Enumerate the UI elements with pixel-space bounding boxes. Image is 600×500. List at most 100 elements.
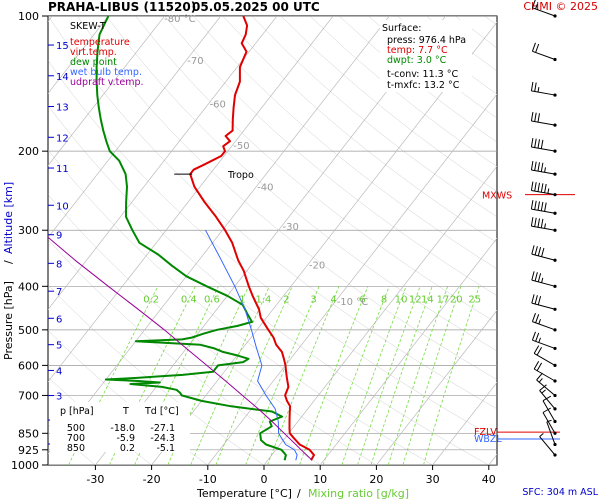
wind-barb-staff	[532, 339, 556, 349]
isotherm-label: -20	[309, 261, 325, 272]
wind-barb-feather	[534, 182, 537, 192]
altitude-tick-label: 4	[56, 366, 62, 377]
wind-barb-dot	[553, 307, 557, 311]
wind-barb-feather	[544, 202, 547, 212]
mixing-ratio-label: 0.2	[143, 295, 159, 306]
wind-barb-feather	[534, 138, 537, 148]
wind-barb-feather	[540, 183, 544, 193]
mixing-ratio-label: 14	[421, 295, 434, 306]
dry-adiabat-line	[222, 16, 497, 243]
wind-barb-feather	[530, 138, 534, 148]
dry-adiabat-line	[77, 16, 497, 380]
dry-adiabat-line	[193, 16, 497, 270]
dry-adiabat-line	[572, 16, 600, 465]
table-cell: 850	[67, 443, 85, 454]
wind-barb-feather	[537, 201, 540, 211]
pressure-tick-label: 100	[18, 10, 39, 23]
dry-adiabat-line	[164, 16, 497, 296]
dry-adiabat-line	[514, 16, 600, 465]
mixing-ratio-label: 4	[330, 295, 336, 306]
isotherm-line	[48, 16, 109, 95]
max-wind-label: MXWS	[482, 191, 512, 202]
wind-barb-feather	[539, 433, 544, 437]
isotherm-label: -10 °C	[337, 297, 369, 308]
dry-adiabat-line	[48, 105, 489, 465]
mixing-ratio-line	[190, 286, 270, 465]
isotherm-label: -40	[257, 183, 273, 194]
wind-barb-feather	[547, 188, 550, 194]
wind-barb	[536, 372, 557, 398]
table-cell: 0.2	[120, 443, 135, 454]
legend-item-dew-point: dew point	[70, 57, 117, 68]
legend-item-virt-temp: virt.temp.	[70, 47, 117, 58]
wind-barb	[531, 42, 557, 62]
wind-barb-feather	[538, 337, 541, 343]
altitude-tick-label: 14	[56, 72, 69, 83]
isotherm-line	[432, 381, 497, 465]
wind-barb-dot	[553, 193, 557, 197]
legend-item-wet-bulb: wet bulb temp.	[70, 67, 142, 78]
temperature-tick-label: -20	[143, 473, 161, 486]
wind-barb-feather	[531, 271, 535, 281]
wind-barb-staff	[536, 379, 556, 396]
wind-barb	[531, 0, 557, 18]
wind-barb	[542, 395, 557, 424]
wind-barb-feather	[535, 332, 540, 342]
wind-barb-staff	[539, 390, 556, 410]
wind-barb	[542, 407, 557, 435]
wind-barb	[531, 331, 557, 351]
pressure-tick-label: 700	[18, 389, 39, 402]
altitude-tick-label: 11	[56, 164, 69, 175]
wind-barb	[530, 181, 557, 197]
copyright-label: CHMI © 2025	[523, 0, 598, 13]
wind-barb-dot	[553, 14, 557, 18]
mixing-ratio-label: 12	[409, 295, 422, 306]
isotherm-line	[488, 453, 497, 465]
wind-barb-dot	[553, 453, 557, 457]
wind-barb-feather	[530, 217, 534, 227]
dry-adiabat-line	[48, 284, 265, 465]
isotherm-label: -30	[283, 222, 299, 233]
series-layer	[48, 16, 315, 461]
dry-adiabat-line	[48, 149, 433, 465]
isotherm-label: -70	[187, 56, 203, 67]
altitude-tick-label: 10	[56, 201, 69, 212]
wind-barb-feather	[531, 294, 535, 304]
wind-barb-staff	[542, 400, 556, 422]
mixing-ratio-label: 0.6	[204, 295, 220, 306]
wind-barb-feather	[537, 162, 540, 172]
wind-barb-feather	[537, 87, 540, 93]
tropopause-label: Tropo	[227, 170, 254, 181]
pressure-tick-label: 600	[18, 359, 39, 372]
wind-barb-dot	[553, 407, 557, 411]
surface-tmxfc: t-mxfc: 13.2 °C	[387, 80, 460, 91]
wind-barb-feather	[538, 319, 541, 325]
wind-barb-dot	[553, 379, 557, 383]
legend: SKEW-T temperature virt.temp. dew point …	[70, 21, 144, 88]
wind-barb-feather	[536, 372, 543, 381]
station-title: PRAHA-LIBUS (11520)	[48, 0, 196, 14]
wind-barb-feather	[546, 419, 552, 423]
mixing-ratio-line	[267, 286, 340, 465]
table-header-t: T	[122, 406, 129, 417]
wind-barb-staff	[531, 225, 556, 231]
wind-barb-staff	[533, 352, 556, 366]
wind-barb-feather	[531, 0, 536, 8]
pressure-tick-label: 400	[18, 280, 39, 293]
dry-adiabat-line	[251, 16, 497, 218]
wind-barb-dot	[553, 123, 557, 127]
wind-barb-staff	[532, 50, 556, 60]
wind-barb-staff	[546, 421, 556, 445]
wind-barb-dot	[553, 328, 557, 332]
mixing-ratio-line	[387, 286, 449, 465]
wind-barb	[530, 217, 557, 232]
level-table-bg	[50, 402, 190, 452]
wind-profile	[530, 0, 557, 457]
table-header-td: Td [°C]	[144, 406, 179, 417]
altitude-tick-label: 6	[56, 314, 62, 325]
wind-barb-feather	[534, 217, 537, 227]
mixing-ratio-label: 25	[468, 295, 481, 306]
table-cell: 500	[67, 423, 85, 434]
